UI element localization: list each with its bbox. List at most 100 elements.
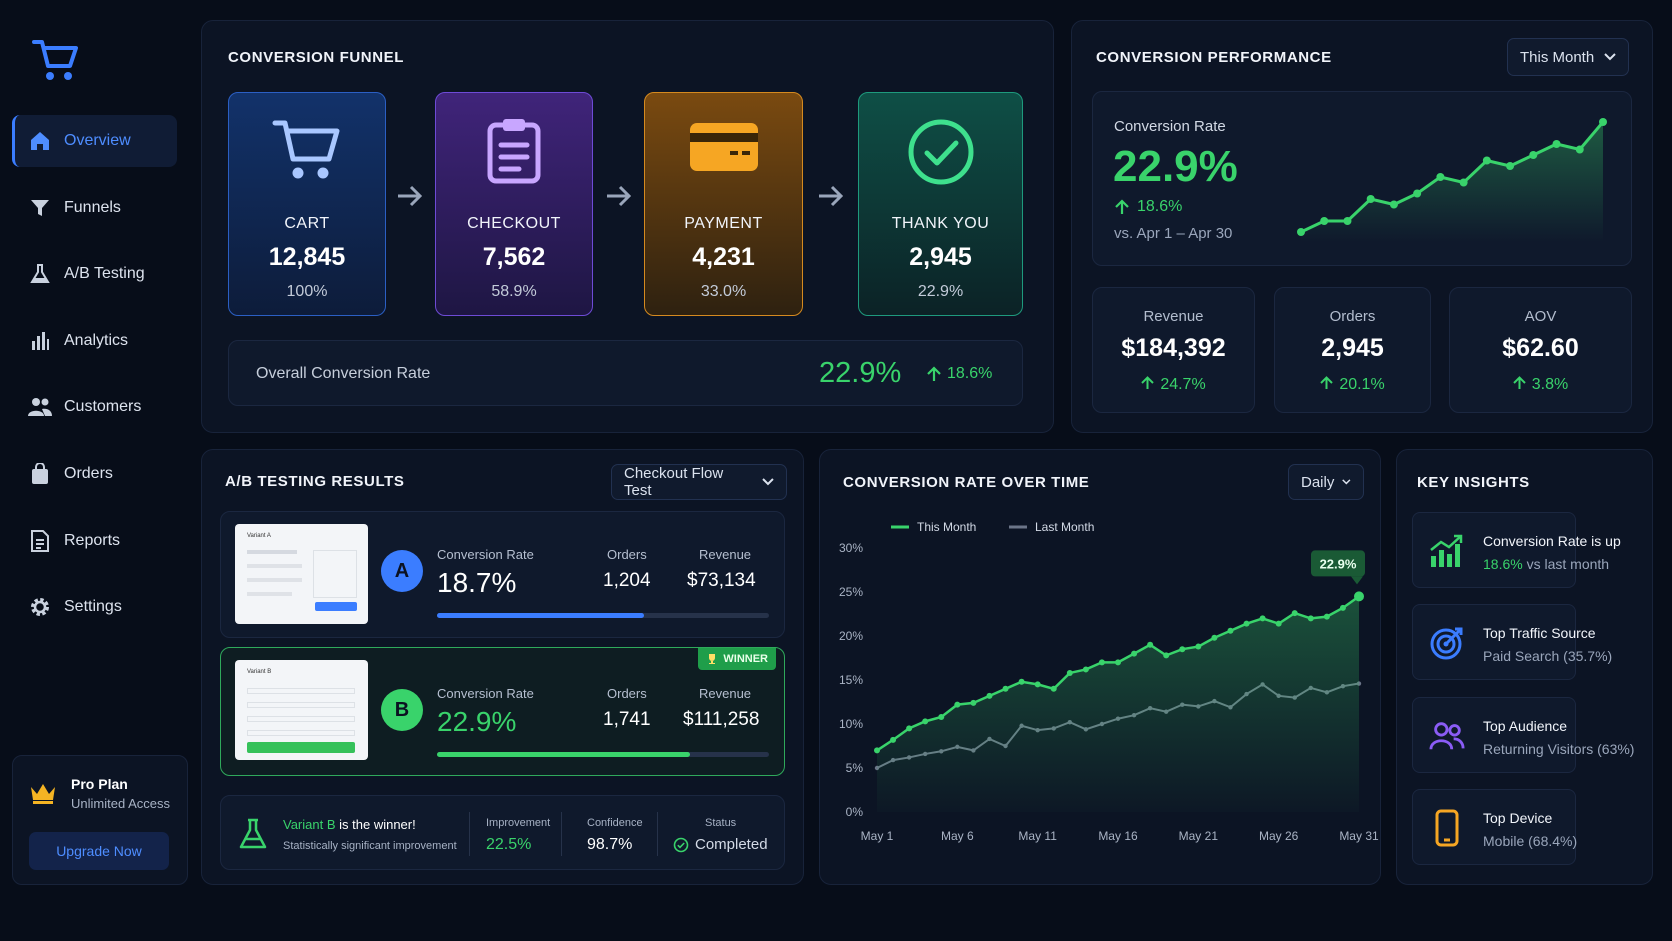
variant-revenue-label: Revenue [699,686,752,701]
variant-a-thumbnail: Variant A [235,524,368,624]
sidebar-item-customers[interactable]: Customers [12,381,177,433]
granularity-dropdown[interactable]: Daily [1288,464,1364,500]
shopping-cart-logo[interactable] [30,34,82,84]
target-icon [1429,625,1465,661]
granularity-dropdown-value: Daily [1301,473,1335,491]
funnel-step-payment[interactable]: PAYMENT 4,231 33.0% [644,92,803,316]
winner-statement: Variant B is the winner! [283,817,416,832]
sparkline-line [1300,121,1605,234]
this-month-point [970,699,977,706]
kpi-delta: 20.1% [1275,376,1430,394]
this-month-point [1050,685,1057,692]
sidebar-item-analytics[interactable]: Analytics [12,315,177,367]
sidebar-item-funnels[interactable]: Funnels [12,182,177,234]
flask-icon [28,262,52,286]
improvement-label: Improvement [486,817,551,829]
variant-a-progress-bar [437,613,769,618]
sidebar-item-label: Customers [64,398,142,415]
insight-audience[interactable]: Top Audience Returning Visitors (63%) [1412,697,1634,773]
home-icon [28,129,52,153]
test-dropdown-value: Checkout Flow Test [624,465,724,499]
insight-conversion-up[interactable]: Conversion Rate is up 18.6% vs last mont… [1412,512,1621,588]
this-month-point [874,747,880,754]
sparkline-point [1320,217,1329,225]
variant-a-card[interactable]: Variant A A Conversion Rate 18.7% Orders… [220,511,785,638]
flask-icon [239,818,267,855]
this-month-point [1163,652,1170,659]
sidebar-item-overview[interactable]: Overview [12,115,177,167]
performance-title: CONVERSION PERFORMANCE [1096,49,1332,66]
sparkline-area [1301,122,1603,242]
y-tick-label: 0% [846,805,864,819]
kpi-revenue: Revenue $184,392 24.7% [1092,287,1255,413]
insight-traffic-source[interactable]: Top Traffic Source Paid Search (35.7%) [1412,604,1612,680]
this-month-point [1323,613,1330,620]
kpi-label: AOV [1524,308,1557,325]
this-month-point [1339,604,1346,611]
conversion-line-chart: 0% 5% 10% 15% 20% 25% 30% May 1 May 6 May 11 May 1… [839,520,1379,843]
overall-value: 22.9% [819,357,902,389]
kpi-value: 2,945 [1321,334,1384,362]
winner-badge: WINNER [698,648,776,670]
status-label: Status [705,817,737,829]
check-circle-icon [673,837,689,852]
this-month-point [1195,643,1202,650]
insight-device[interactable]: Top Device Mobile (68.4%) [1412,789,1578,865]
sidebar-item-label: Orders [64,465,113,482]
crown-icon [29,781,57,810]
y-tick-label: 10% [839,717,863,731]
variant-revenue-value: $73,134 [687,570,756,591]
this-month-point [922,718,929,725]
sparkline-point [1459,178,1468,187]
x-tick-label: May 16 [1098,829,1138,843]
plan-subtitle: Unlimited Access [71,796,170,811]
overall-delta: 18.6% [927,365,992,383]
funnel-step-cart[interactable]: CART 12,845 100% [228,92,386,316]
kpi-label: Orders [1329,308,1376,325]
this-month-point [1098,659,1105,666]
range-dropdown[interactable]: This Month [1507,38,1629,76]
arrow-up-icon [1320,376,1334,389]
upgrade-button[interactable]: Upgrade Now [29,832,169,870]
plan-title: Pro Plan [71,776,128,792]
funnel-step-checkout[interactable]: CHECKOUT 7,562 58.9% [435,92,593,316]
sidebar-item-settings[interactable]: Settings [12,581,177,633]
variant-rate-value: 18.7% [437,567,517,598]
this-month-point [986,692,993,699]
arrow-right-icon [396,183,424,214]
sidebar-item-reports[interactable]: Reports [12,515,177,567]
this-month-point [1291,610,1298,617]
insight-title: Conversion Rate is up [1483,533,1621,549]
ab-title: A/B TESTING RESULTS [225,473,405,490]
credit-card-icon [645,117,802,177]
this-month-point [1002,685,1009,692]
improvement-value: 22.5% [486,836,532,853]
range-dropdown-value: This Month [1520,48,1595,66]
funnel-icon [28,196,52,220]
bag-icon [28,462,52,486]
this-month-point [1259,615,1266,622]
variant-b-card[interactable]: WINNER Variant B B Conversion Rate 22.9%… [220,647,785,776]
sidebar-item-label: Funnels [64,199,121,216]
funnel-step-thank-you[interactable]: THANK YOU 2,945 22.9% [858,92,1023,316]
x-tick-label: May 21 [1179,829,1219,843]
this-month-point [906,725,913,732]
funnel-step-label: CART [284,215,330,232]
insight-subtitle: 18.6% vs last month [1483,556,1610,572]
sidebar-item-orders[interactable]: Orders [12,448,177,500]
document-icon [28,529,52,553]
kpi-delta: 24.7% [1093,376,1254,394]
test-dropdown[interactable]: Checkout Flow Test [611,464,787,500]
variant-b-thumbnail: Variant B [235,660,368,760]
this-month-point [1034,681,1041,688]
insight-subtitle: Mobile (68.4%) [1483,833,1578,849]
legend-label: This Month [917,520,976,534]
insight-subtitle: Paid Search (35.7%) [1483,648,1613,664]
ab-summary-row: Variant B is the winner! Statistically s… [220,795,785,870]
sidebar-item-ab-testing[interactable]: A/B Testing [12,248,177,300]
plan-card: Pro Plan Unlimited Access Upgrade Now [12,755,188,885]
over-time-title: CONVERSION RATE OVER TIME [843,474,1090,491]
this-month-point [954,701,961,708]
sidebar-item-label: A/B Testing [64,265,145,282]
rate-label: Conversion Rate [1114,118,1226,135]
